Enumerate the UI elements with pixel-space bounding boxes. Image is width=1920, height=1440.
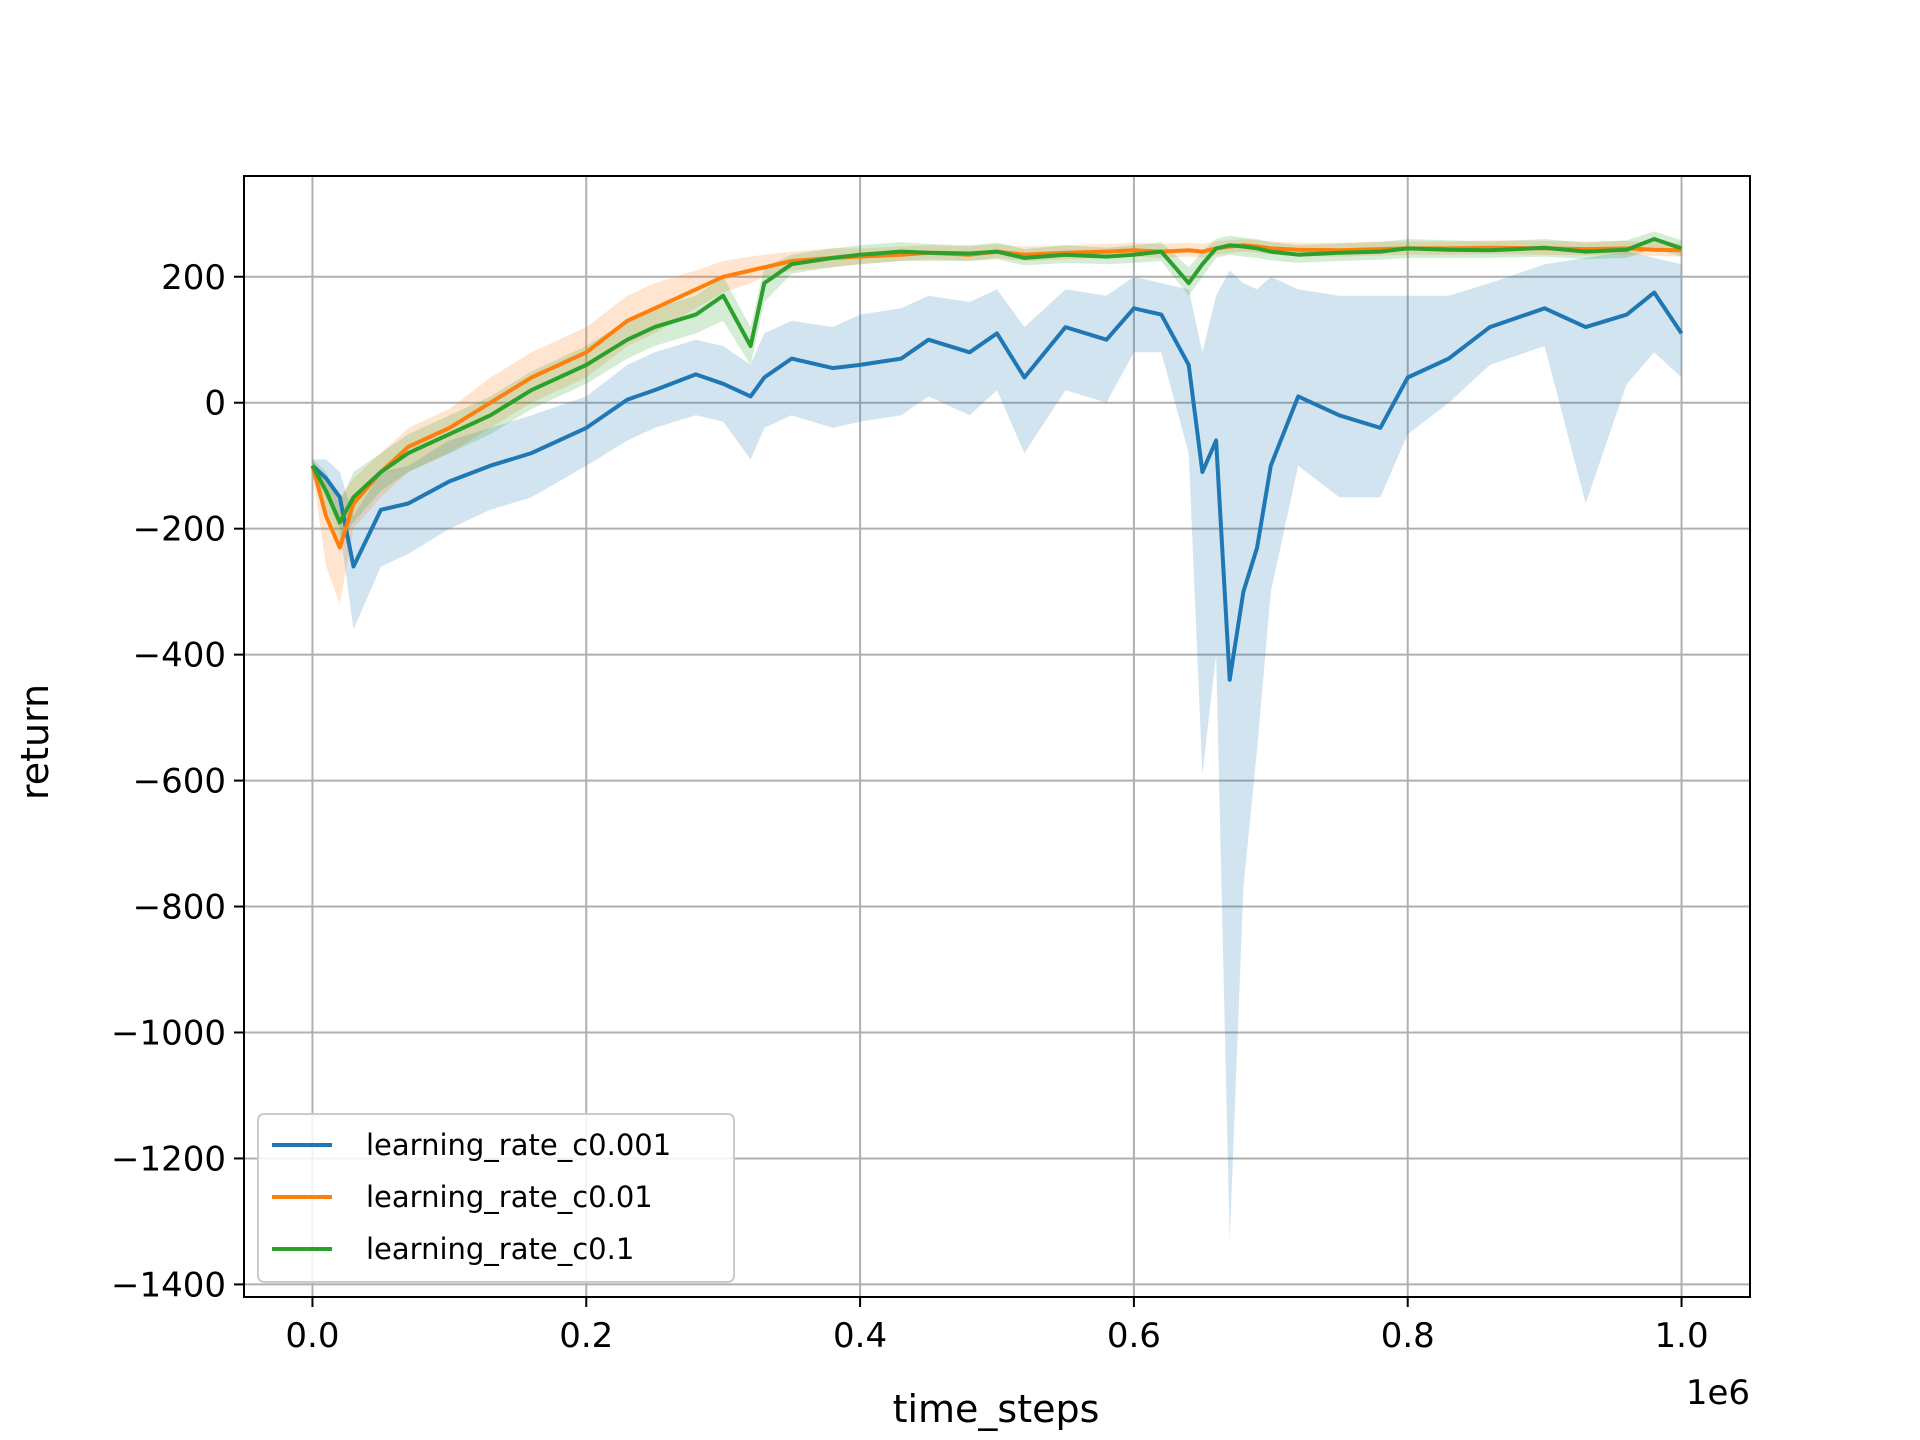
y-tick-label: 0 xyxy=(204,384,226,424)
y-tick-label: −200 xyxy=(133,510,226,550)
y-tick-label: −1400 xyxy=(111,1265,226,1305)
legend-entry: learning_rate_c0.01 xyxy=(366,1180,653,1214)
x-tick-label: 0.6 xyxy=(1107,1316,1161,1356)
legend-box xyxy=(257,1113,735,1283)
x-tick-label: 0.4 xyxy=(833,1316,887,1356)
plot-frame xyxy=(243,175,1751,1298)
series-line-1 xyxy=(311,290,1684,682)
y-axis-label: return xyxy=(13,684,57,800)
legend-entry: learning_rate_c0.1 xyxy=(366,1232,634,1266)
series-lines xyxy=(310,237,1684,682)
x-tick-label: 0.0 xyxy=(285,1316,339,1356)
y-tick-label: −1200 xyxy=(111,1139,226,1179)
series-band-2 xyxy=(312,239,1682,605)
x-tick-label: 0.2 xyxy=(559,1316,613,1356)
y-tick-label: −400 xyxy=(133,636,226,676)
legend: learning_rate_c0.001 learning_rate_c0.01l… xyxy=(257,1113,735,1283)
x-axis-offset-label: 1e6 xyxy=(1686,1373,1750,1413)
y-tick-label: 200 xyxy=(161,258,226,298)
x-tick-label: 0.8 xyxy=(1381,1316,1435,1356)
x-tick-label: 1.0 xyxy=(1655,1316,1709,1356)
series-line-3 xyxy=(310,237,1683,525)
x-axis-ticks: 0.0 0.2 0.4 0.6 0.8 1.0 xyxy=(285,1297,1709,1356)
y-axis-ticks: −1400 −1200 −1000 −800 −600 −400 −200 0 200 xyxy=(111,258,244,1305)
y-tick-label: −1000 xyxy=(111,1013,226,1053)
x-axis-label: time_steps xyxy=(893,1387,1100,1431)
y-tick-label: −600 xyxy=(133,762,226,802)
y-tick-label: −800 xyxy=(133,888,226,928)
legend-entry: learning_rate_c0.001 xyxy=(366,1128,671,1162)
